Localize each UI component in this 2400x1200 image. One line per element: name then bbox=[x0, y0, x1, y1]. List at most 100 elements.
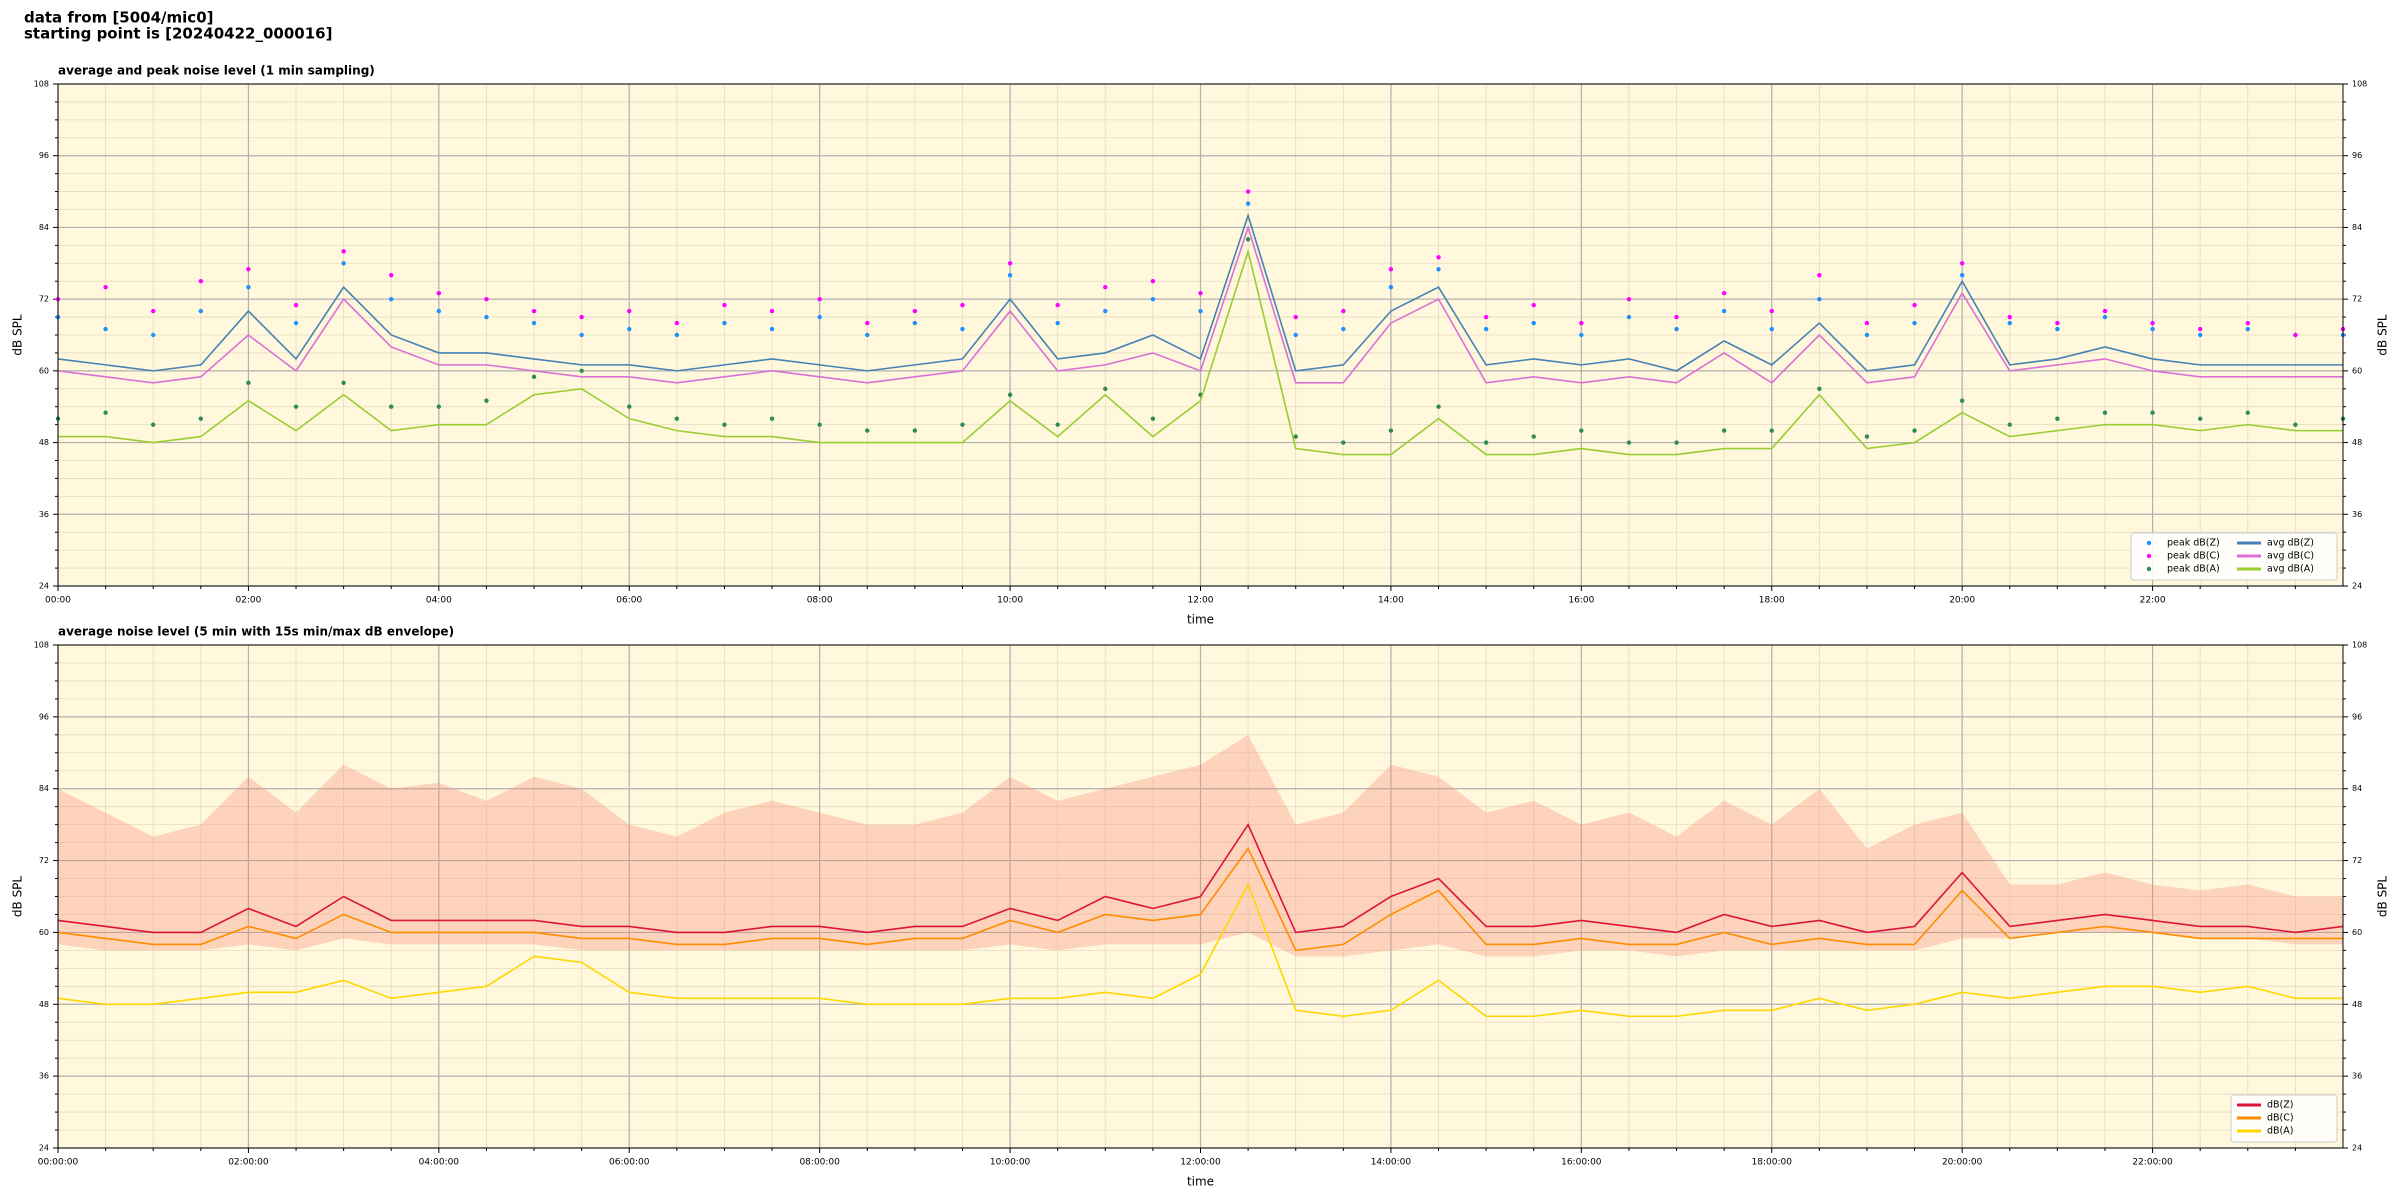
peak-dot bbox=[1864, 434, 1870, 439]
y-tick-label: 96 bbox=[39, 151, 49, 160]
peak-dot bbox=[1483, 326, 1489, 332]
x-tick-label: 02:00:00 bbox=[228, 1158, 269, 1168]
peak-dot bbox=[1674, 326, 1679, 332]
peak-dot bbox=[1626, 440, 1632, 445]
x-tick-label: 00:00:00 bbox=[38, 1158, 79, 1168]
peak-dot bbox=[1579, 332, 1584, 338]
peak-dot bbox=[1817, 273, 1822, 278]
plot-frame bbox=[57, 644, 2344, 1149]
peak-dot bbox=[1436, 404, 1441, 409]
peak-dot bbox=[817, 296, 822, 302]
peak-dot bbox=[579, 368, 584, 374]
peak-dot bbox=[1959, 398, 1965, 403]
peak-dot bbox=[293, 320, 299, 326]
peak-dot bbox=[1103, 284, 1108, 290]
peak-dot bbox=[484, 398, 489, 403]
y-tick-label: 72 bbox=[39, 295, 49, 304]
peak-dot bbox=[1150, 416, 1156, 421]
peak-dot bbox=[1341, 308, 1346, 314]
series-line bbox=[57, 224, 2343, 384]
y-tick-label: 48 bbox=[39, 1000, 49, 1009]
header-line: data from [5004/mic0] bbox=[24, 9, 214, 27]
peak-dot bbox=[674, 332, 680, 338]
x-tick-label: 04:00:00 bbox=[419, 1158, 460, 1168]
y2-tick-label: 108 bbox=[2352, 641, 2367, 650]
peak-dot bbox=[2197, 326, 2203, 332]
y2-tick-label: 60 bbox=[2352, 928, 2362, 937]
y2-tick-label: 96 bbox=[2352, 712, 2362, 721]
peak-dot bbox=[1769, 428, 1774, 433]
y-axis-label: dB SPL bbox=[11, 876, 25, 918]
y2-tick-label: 48 bbox=[2352, 438, 2362, 447]
peak-dot bbox=[1579, 428, 1584, 433]
legend-marker bbox=[2146, 566, 2152, 572]
peak-dot bbox=[389, 296, 394, 302]
peak-dot bbox=[1245, 201, 1251, 206]
peak-dot bbox=[2150, 410, 2155, 415]
legend-marker bbox=[2146, 540, 2152, 546]
peak-dot bbox=[436, 308, 442, 314]
peak-dot bbox=[1293, 332, 1298, 338]
peak-dot bbox=[2150, 326, 2155, 332]
y-tick-label: 84 bbox=[39, 223, 49, 232]
peak-dot bbox=[1626, 296, 1632, 302]
peak-dot bbox=[151, 422, 156, 427]
y-tick-label: 108 bbox=[34, 80, 49, 89]
peak-dot bbox=[1912, 302, 1917, 308]
peak-dot bbox=[627, 308, 632, 314]
y2-tick-label: 24 bbox=[2352, 582, 2362, 591]
peak-dot bbox=[1912, 320, 1917, 326]
x-tick-label: 20:00 bbox=[1949, 596, 1975, 606]
y2-tick-label: 84 bbox=[2352, 223, 2362, 232]
peak-dot bbox=[1055, 422, 1060, 427]
x-tick-label: 12:00:00 bbox=[1180, 1158, 1221, 1168]
peak-dot bbox=[2102, 308, 2108, 314]
legend-label: avg dB(C) bbox=[2267, 551, 2314, 562]
peak-dot bbox=[674, 416, 680, 421]
peak-dot bbox=[1007, 392, 1013, 397]
y-tick-label: 24 bbox=[39, 1144, 49, 1153]
peak-dot bbox=[1864, 332, 1870, 338]
header-line: starting point is [20240422_000016] bbox=[24, 25, 332, 43]
peak-dot bbox=[1626, 314, 1632, 320]
peak-dot bbox=[627, 326, 632, 332]
peak-dot bbox=[722, 422, 727, 427]
peak-dot bbox=[1198, 308, 1203, 314]
peak-dot bbox=[1436, 267, 1441, 272]
peak-dot bbox=[531, 374, 537, 380]
y-axis-label: dB SPL bbox=[11, 314, 25, 356]
legend-label: dB(C) bbox=[2267, 1113, 2294, 1124]
peak-dot bbox=[2007, 422, 2012, 427]
peak-dot bbox=[151, 332, 156, 338]
peak-dot bbox=[627, 404, 632, 409]
peak-dot bbox=[484, 314, 489, 320]
peak-dot bbox=[1388, 267, 1394, 272]
peak-dot bbox=[2102, 410, 2108, 415]
peak-dot bbox=[1817, 296, 1822, 302]
chart-title: average and peak noise level (1 min samp… bbox=[58, 64, 375, 78]
peak-dot bbox=[1769, 308, 1774, 314]
legend-label: avg dB(A) bbox=[2267, 564, 2314, 575]
series-line bbox=[57, 212, 2343, 372]
peak-dot bbox=[2055, 326, 2060, 332]
x-tick-label: 22:00:00 bbox=[2132, 1158, 2173, 1168]
peak-dot bbox=[1103, 308, 1108, 314]
chart-title: average noise level (5 min with 15s min/… bbox=[58, 625, 454, 639]
peak-dot bbox=[2197, 332, 2203, 338]
peak-dot bbox=[246, 380, 251, 386]
peak-dot bbox=[2055, 320, 2060, 326]
legend-marker bbox=[2146, 553, 2152, 559]
x-axis-label: time bbox=[1187, 1175, 1214, 1189]
peak-dot bbox=[722, 302, 727, 308]
peak-dot bbox=[1055, 302, 1060, 308]
peak-dot bbox=[1293, 314, 1298, 320]
peak-dot bbox=[1959, 261, 1965, 266]
peak-dot bbox=[912, 320, 918, 326]
peak-dot bbox=[246, 267, 251, 272]
legend-label: dB(A) bbox=[2267, 1126, 2293, 1137]
peak-dot bbox=[1721, 428, 1727, 433]
peak-dot bbox=[1007, 273, 1013, 278]
peak-dot bbox=[341, 380, 346, 386]
peak-dot bbox=[531, 308, 537, 314]
y2-axis-label: dB SPL bbox=[2376, 314, 2390, 356]
